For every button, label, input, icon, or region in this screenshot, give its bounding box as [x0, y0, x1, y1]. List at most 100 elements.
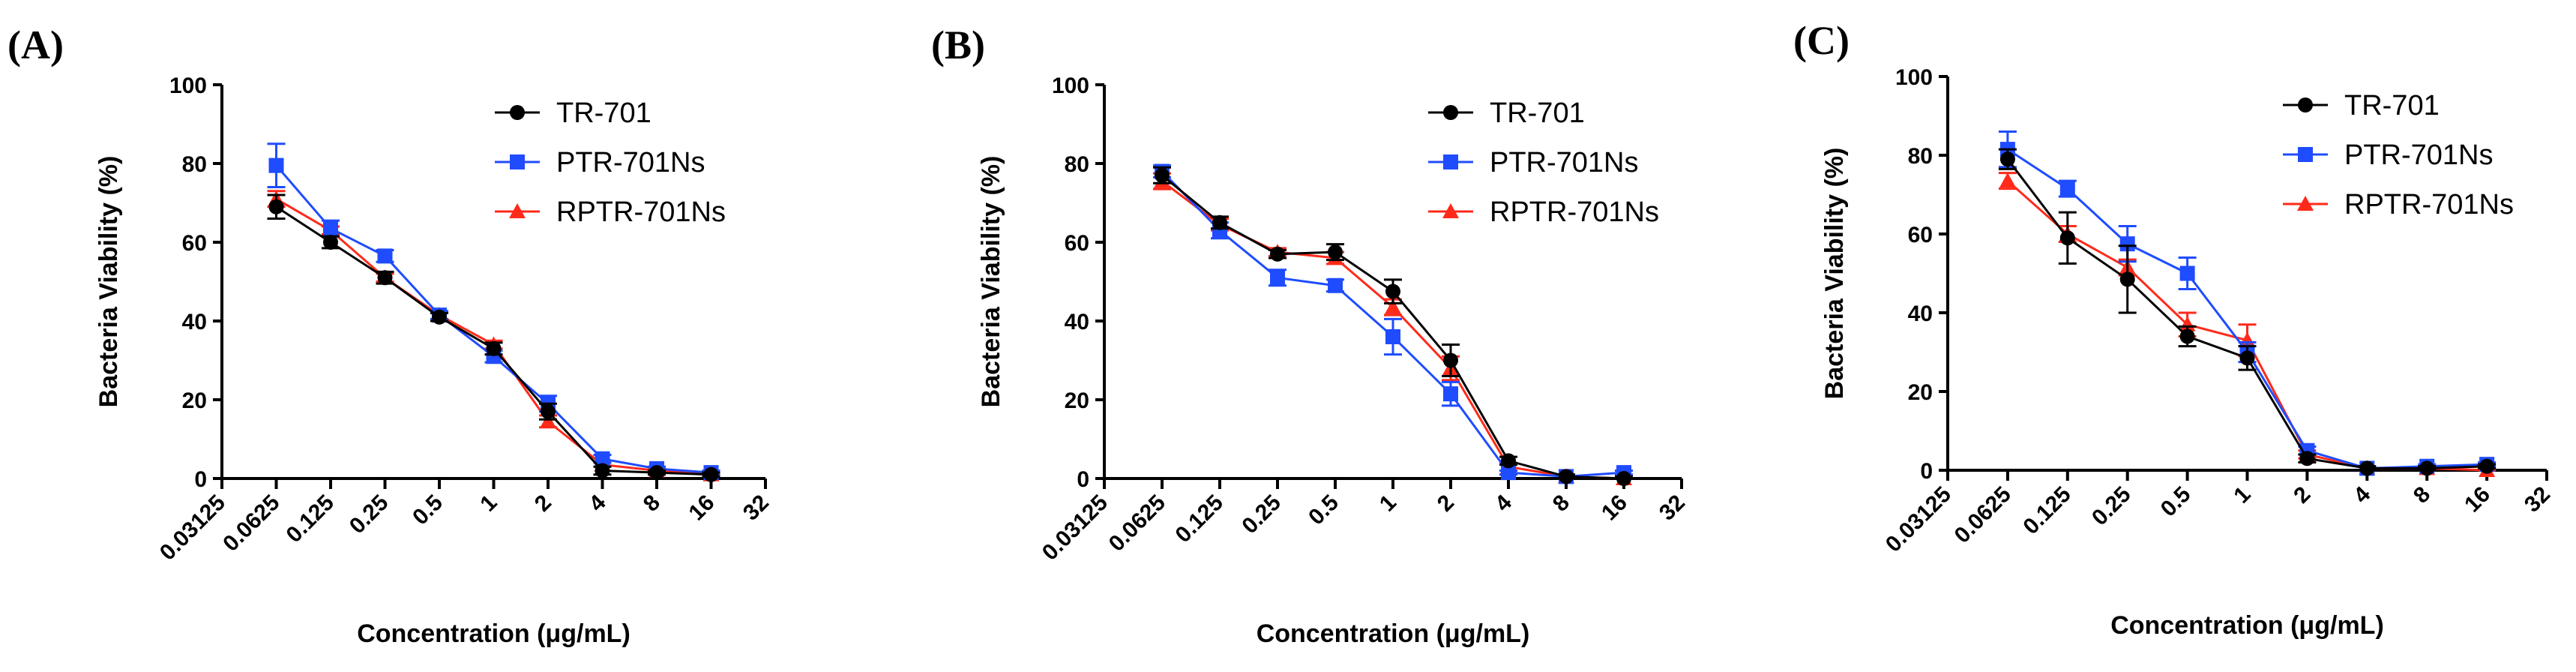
y-axis-title: Bacteria Viability (%): [1820, 148, 1849, 400]
data-point: [2179, 328, 2195, 344]
data-point: [268, 158, 284, 173]
data-point: [1999, 172, 2016, 188]
data-point: [1270, 246, 1285, 262]
y-axis-title: Bacteria Viability (%): [977, 156, 1005, 408]
y-tick-label: 80: [1908, 144, 1933, 169]
data-point: [2479, 458, 2495, 474]
legend-marker: [510, 154, 525, 170]
x-axis-title: Concentration (μg/mL): [2110, 611, 2384, 640]
x-tick-label: 0.25: [345, 490, 394, 539]
y-tick-label: 80: [1065, 152, 1089, 177]
x-tick-label: 4: [2349, 482, 2375, 508]
x-tick-label: 16: [2460, 482, 2495, 518]
legend-label: TR-701: [556, 98, 651, 129]
y-tick-label: 100: [1895, 65, 1933, 90]
data-point: [2119, 236, 2135, 252]
legend-item: TR-701: [495, 98, 651, 129]
data-point: [2059, 230, 2075, 246]
legend-item: TR-701: [1428, 98, 1585, 129]
data-point: [432, 309, 447, 325]
x-tick-label: 1: [2229, 482, 2255, 508]
legend-item: RPTR-701Ns: [2283, 189, 2514, 220]
y-tick-label: 20: [1065, 388, 1089, 413]
x-tick-label: 0.25: [1237, 490, 1286, 539]
series-tr-701: [267, 194, 720, 482]
legend-item: RPTR-701Ns: [1428, 196, 1659, 228]
x-axis-title: Concentration (μg/mL): [1257, 620, 1530, 648]
x-tick-label: 8: [1548, 490, 1574, 517]
legend-label: PTR-701Ns: [1490, 147, 1639, 178]
data-point: [1501, 453, 1516, 469]
x-tick-label: 0.03125: [155, 490, 230, 566]
legend-item: PTR-701Ns: [1428, 147, 1639, 178]
chart-panel-a: (A) 0 20 40 60 80 100 Bacteria Viability (%) 0.0…: [7, 22, 774, 648]
y-tick-label: 20: [1908, 380, 1933, 405]
x-tick-label: 32: [738, 490, 774, 526]
chart-panel-c: (C) 0 20 40 60 80 100 Bacteria Viability (%) 0.0…: [1793, 18, 2555, 640]
panel-label: (C): [1793, 18, 1850, 63]
y-tick-label: 100: [1052, 74, 1089, 98]
x-tick-label: 16: [1597, 490, 1632, 526]
data-point: [486, 340, 502, 356]
legend-marker: [2297, 196, 2314, 211]
legend: TR-701 PTR-701Ns RPTR-701Ns: [495, 98, 726, 228]
data-point: [2119, 272, 2135, 287]
data-point: [2059, 181, 2075, 196]
series-tr-701: [1153, 166, 1633, 486]
x-tick-label: 1: [475, 490, 502, 517]
y-tick-label: 60: [1908, 223, 1933, 248]
y-tick-label: 0: [1077, 467, 1089, 492]
data-point: [1328, 278, 1343, 293]
x-tick-label: 0.25: [2087, 482, 2136, 531]
chart-panel-b: (B) 0 20 40 60 80 100 Bacteria Viability (%) 0.0…: [931, 22, 1690, 648]
x-tick-label: 0.0625: [1950, 482, 2016, 548]
y-tick-label: 80: [182, 152, 207, 177]
series-ptr-701ns: [1998, 130, 2497, 476]
x-tick-label: 2: [1433, 490, 1459, 517]
x-tick-label: 0.5: [408, 490, 448, 530]
x-tick-label: 0.125: [282, 490, 339, 548]
legend-marker: [1443, 154, 1458, 170]
data-point: [323, 220, 338, 236]
x-tick-label: 16: [684, 490, 720, 526]
legend-marker: [509, 203, 526, 218]
legend-marker: [1443, 105, 1458, 120]
legend-item: TR-701: [2283, 90, 2440, 122]
data-point: [595, 463, 610, 478]
legend-item: PTR-701Ns: [2283, 140, 2494, 171]
x-tick-label: 2: [530, 490, 556, 517]
data-point: [1616, 471, 1631, 486]
y-tick-label: 0: [194, 467, 207, 492]
x-tick-label: 0.5: [1304, 490, 1343, 530]
data-point: [541, 404, 556, 419]
x-tick-label: 4: [1490, 490, 1517, 516]
legend-marker: [1442, 203, 1459, 218]
data-point: [703, 466, 719, 482]
legend-label: RPTR-701Ns: [556, 196, 726, 228]
data-point: [1328, 244, 1343, 260]
data-point: [2419, 460, 2435, 476]
x-tick-label: 32: [2520, 482, 2555, 518]
x-axis-title: Concentration (μg/mL): [357, 620, 631, 648]
x-tick-label: 0.125: [2018, 482, 2075, 539]
data-point: [1559, 469, 1574, 484]
y-tick-label: 20: [182, 388, 207, 413]
x-tick-label: 8: [2409, 482, 2435, 508]
y-tick-label: 40: [182, 310, 207, 334]
x-tick-label: 4: [584, 490, 610, 516]
x-tick-label: 0.0625: [218, 490, 284, 556]
data-point: [1270, 270, 1285, 286]
data-point: [1212, 214, 1227, 230]
legend-marker: [510, 105, 525, 120]
legend-item: RPTR-701Ns: [495, 196, 726, 228]
x-tick-label: 0.03125: [1881, 482, 1956, 557]
data-point: [2179, 266, 2195, 281]
series-ptr-701ns: [267, 142, 720, 481]
legend-label: RPTR-701Ns: [2344, 189, 2514, 220]
data-point: [1443, 352, 1458, 368]
legend-marker: [2298, 98, 2313, 112]
y-tick-label: 100: [169, 74, 207, 98]
x-tick-label: 0.5: [2156, 482, 2196, 522]
y-tick-label: 60: [1065, 231, 1089, 256]
